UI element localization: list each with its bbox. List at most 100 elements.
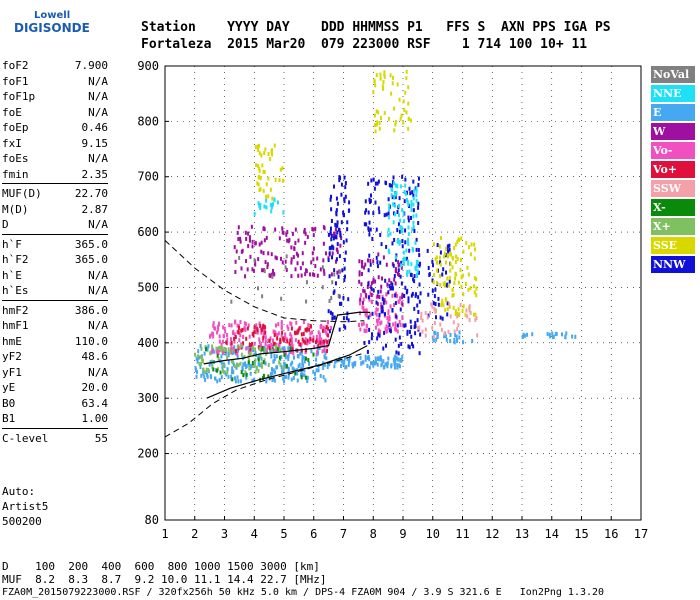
echo-point (247, 345, 250, 350)
echo-point (255, 323, 258, 328)
echo-point (387, 311, 390, 316)
echo-point (403, 293, 406, 298)
param-row-hmf2: hmF2 386.0 (2, 303, 108, 319)
echo-point (291, 366, 294, 371)
echo-point (375, 318, 378, 323)
echo-point (373, 113, 376, 118)
echo-point (378, 312, 381, 317)
echo-point (334, 227, 337, 232)
echo-point (396, 210, 399, 215)
echo-point (249, 254, 252, 259)
echo-point (276, 333, 279, 338)
echo-point (413, 306, 416, 311)
echo-point (389, 73, 392, 78)
echo-point (210, 359, 213, 364)
echo-point (290, 274, 293, 279)
legend-item-x: X- (651, 199, 695, 216)
param-separator (2, 233, 108, 235)
echo-point (245, 364, 248, 369)
echo-point (367, 295, 370, 300)
echo-point (216, 379, 219, 384)
echo-point (283, 346, 286, 351)
echo-point (433, 307, 436, 312)
echo-point (300, 372, 303, 377)
echo-point (220, 342, 223, 347)
echo-point (401, 244, 404, 249)
y-tick-label: 300 (137, 391, 159, 405)
echo-point (241, 367, 244, 372)
echo-point (331, 251, 334, 256)
echo-point (273, 353, 276, 358)
echo-point (344, 185, 347, 190)
echo-point (219, 345, 222, 350)
echo-point (306, 378, 309, 383)
echo-point (381, 361, 384, 366)
echo-point (377, 110, 380, 115)
echo-point (368, 297, 371, 302)
echo-point (383, 312, 386, 317)
param-row-hf2: h`F2 365.0 (2, 252, 108, 268)
echo-point (220, 354, 223, 359)
echo-point (385, 324, 388, 329)
echo-point (399, 116, 402, 121)
echo-point (332, 246, 335, 251)
echo-point (405, 69, 408, 74)
echo-point (196, 359, 199, 364)
echo-point (397, 203, 400, 208)
echo-point (387, 197, 390, 202)
echo-point (394, 183, 397, 188)
echo-point (302, 320, 305, 325)
echo-point (284, 335, 287, 340)
echo-point (255, 365, 258, 370)
x-tick-label: 9 (399, 527, 406, 541)
echo-point (406, 240, 409, 245)
echo-point (443, 251, 446, 256)
echo-point (438, 273, 441, 278)
echo-point (328, 329, 331, 334)
echo-point (234, 269, 237, 274)
echo-point (376, 357, 379, 362)
param-row-fmin: fmin 2.35 (2, 167, 108, 183)
echo-point (270, 354, 273, 359)
echo-point (254, 145, 257, 150)
echo-point (267, 176, 270, 181)
echo-point (266, 344, 269, 349)
echo-point (369, 258, 372, 263)
echo-point (198, 362, 201, 367)
echo-point (272, 329, 275, 334)
echo-point (379, 329, 382, 334)
echo-point (261, 268, 264, 273)
echo-point (282, 178, 285, 183)
echo-point (227, 351, 230, 356)
echo-point (405, 256, 408, 261)
echo-point (446, 254, 449, 259)
echo-point (446, 244, 449, 249)
echo-point (212, 323, 215, 328)
echo-point (442, 282, 445, 287)
echo-point (259, 348, 262, 353)
echo-point (294, 371, 297, 376)
echo-point (404, 183, 407, 188)
echo-point (461, 273, 464, 278)
echo-point (376, 120, 379, 125)
echo-point (400, 281, 403, 286)
echo-point (258, 347, 261, 352)
echo-point (225, 372, 228, 377)
echo-point (400, 263, 403, 268)
echo-point (362, 297, 365, 302)
echo-point (367, 282, 370, 287)
echo-point (233, 336, 236, 341)
echo-point (404, 257, 407, 262)
echo-point (418, 299, 421, 304)
echo-point (315, 334, 318, 339)
echo-point (389, 304, 392, 309)
echo-point (395, 314, 398, 319)
echo-point (417, 176, 420, 181)
echo-point (369, 313, 372, 318)
param-key: B1 (2, 412, 16, 425)
echo-point (287, 372, 290, 377)
echo-point (199, 365, 202, 370)
param-value: N/A (88, 90, 108, 103)
echo-point (437, 296, 440, 301)
echo-point (292, 255, 295, 260)
